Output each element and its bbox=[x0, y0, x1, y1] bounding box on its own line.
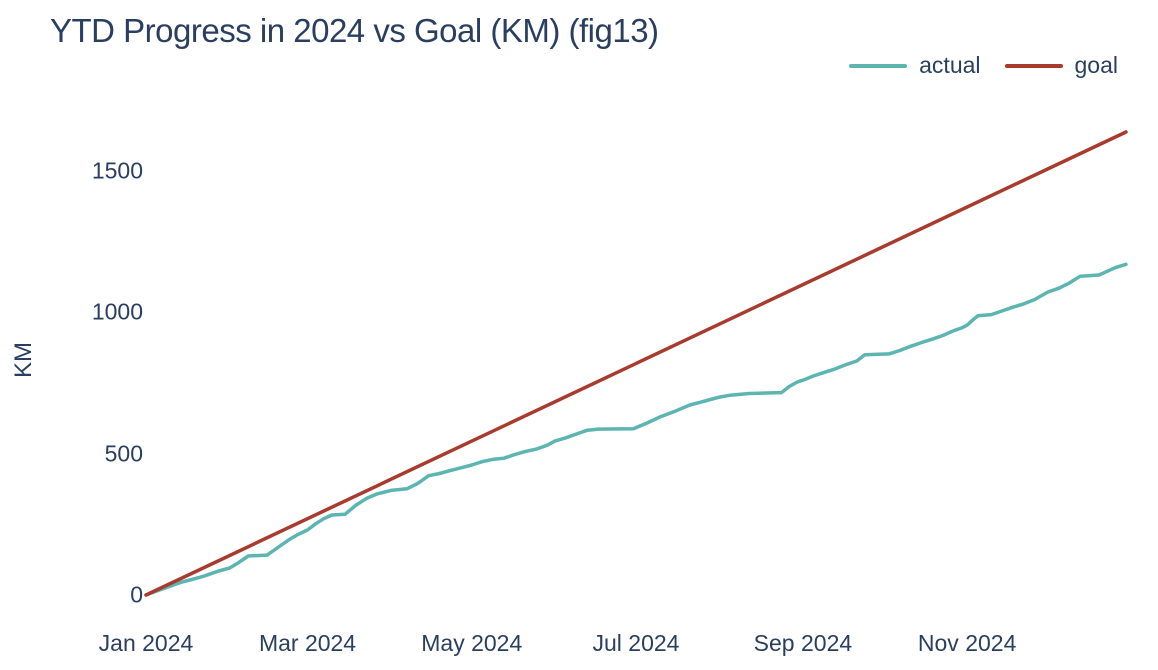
y-tick-0: 0 bbox=[130, 581, 143, 608]
actual-line-swatch-icon bbox=[849, 63, 908, 68]
y-tick-1500: 1500 bbox=[91, 157, 143, 184]
x-tick-jan-2024: Jan 2024 bbox=[98, 630, 194, 656]
legend-label-goal: goal bbox=[1074, 52, 1118, 78]
x-tick-may-2024: May 2024 bbox=[421, 630, 523, 656]
x-tick-nov-2024: Nov 2024 bbox=[917, 630, 1017, 656]
x-tick-sep-2024: Sep 2024 bbox=[753, 630, 853, 656]
x-tick-jul-2024: Jul 2024 bbox=[592, 630, 680, 656]
goal-line bbox=[144, 130, 1128, 597]
actual-line bbox=[144, 262, 1128, 597]
y-tick-1000: 1000 bbox=[91, 298, 143, 325]
legend-label-actual: actual bbox=[919, 52, 981, 78]
y-tick-500: 500 bbox=[104, 440, 143, 467]
legend-item-actual[interactable]: actual bbox=[849, 52, 981, 79]
legend-item-goal[interactable]: goal bbox=[1004, 52, 1118, 79]
legend: actual goal bbox=[849, 52, 1118, 79]
chart-title: YTD Progress in 2024 vs Goal (KM) (fig13… bbox=[50, 12, 659, 49]
x-tick-mar-2024: Mar 2024 bbox=[258, 630, 357, 656]
goal-line-swatch-icon bbox=[1004, 63, 1063, 68]
